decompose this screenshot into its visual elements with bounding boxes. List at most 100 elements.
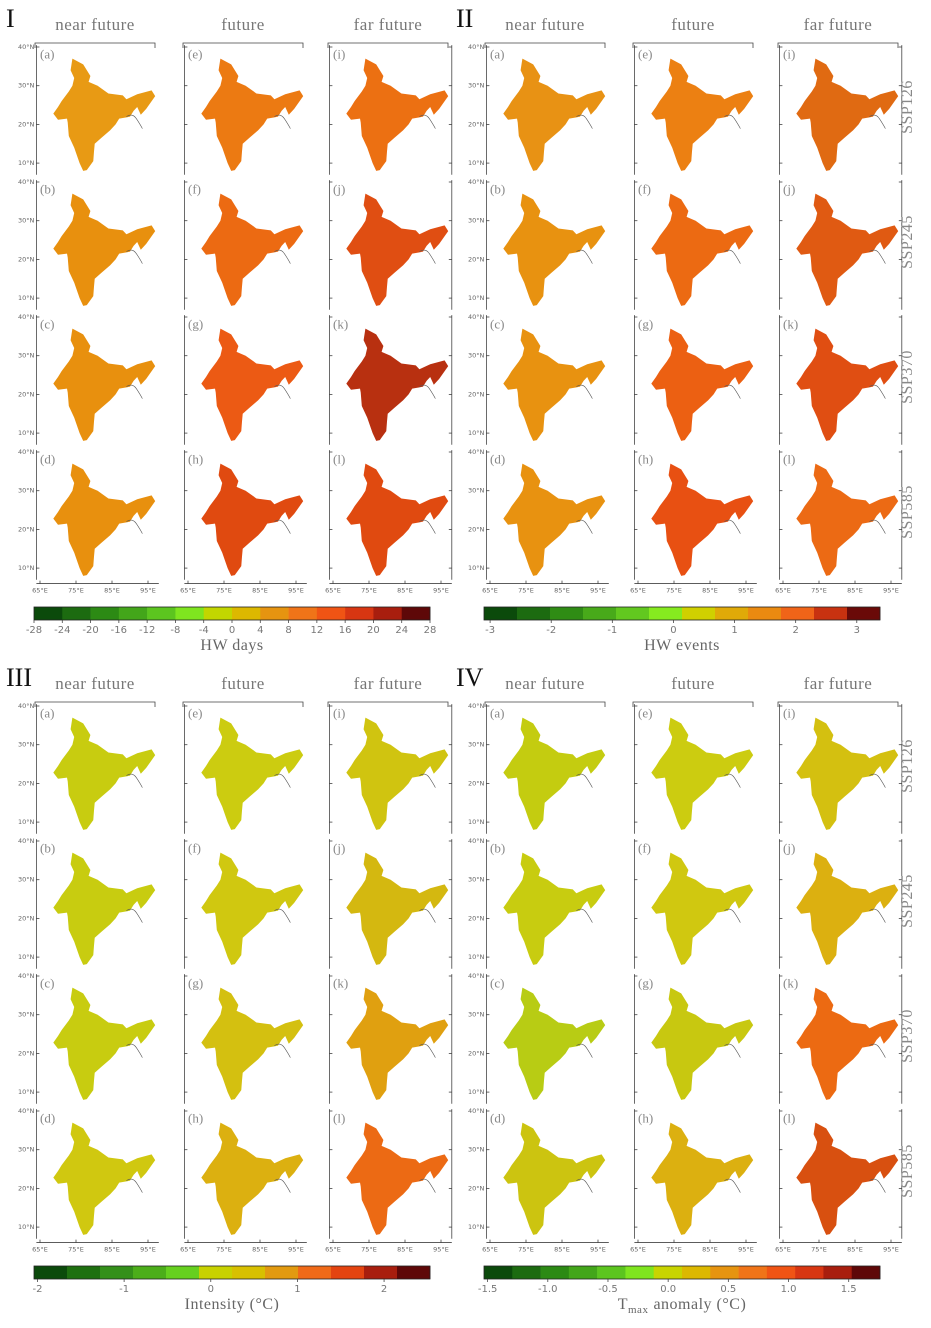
lat-tick-label: 10°N: [468, 564, 485, 572]
panel-letter: (e): [638, 47, 652, 62]
lon-tick-label: 65°E: [325, 1246, 341, 1254]
coastline: [419, 908, 436, 923]
colorbar-segment: [199, 1266, 233, 1279]
panel-letter: (k): [783, 317, 798, 332]
lat-tick-label: 30°N: [468, 1011, 485, 1019]
colorbar-segment: [67, 1266, 101, 1279]
colorbar-tick-label: 1.5: [841, 1284, 857, 1295]
india-map: [53, 463, 156, 576]
colorbar-tick-label: 1.0: [781, 1284, 797, 1295]
coastline: [869, 384, 886, 399]
coastline: [724, 114, 741, 129]
coastline: [126, 908, 143, 923]
panel-letter: (e): [638, 706, 652, 721]
panel-letter: (l): [333, 1111, 345, 1126]
coastline: [576, 773, 593, 788]
lat-tick-label: 30°N: [468, 487, 485, 495]
colorbar-segment: [265, 1266, 299, 1279]
scenario-label: SSP126: [899, 739, 916, 793]
coastline: [576, 519, 593, 534]
colorbar-tick-label: 0: [229, 625, 235, 636]
colorbar-tick-label: 8: [285, 625, 291, 636]
lon-tick-label: 65°E: [775, 1246, 791, 1254]
lon-tick-label: 95°E: [140, 1246, 156, 1254]
lat-tick-label: 40°N: [468, 702, 485, 710]
lon-tick-label: 95°E: [590, 587, 606, 595]
lat-tick-label: 40°N: [468, 313, 485, 321]
coastline: [576, 384, 593, 399]
panel-letter: (i): [333, 47, 345, 62]
panel-letter: (b): [40, 182, 55, 197]
coastline: [274, 114, 291, 129]
lat-tick-label: 40°N: [468, 1107, 485, 1115]
colorbar-tick-label: -12: [139, 625, 155, 636]
lat-tick-label: 40°N: [468, 448, 485, 456]
colorbar-segment: [512, 1266, 541, 1279]
lon-tick-label: 65°E: [180, 587, 196, 595]
coastline: [419, 773, 436, 788]
colorbar-segment: [823, 1266, 853, 1279]
panel-letter: (g): [188, 317, 203, 332]
colorbar-tick-label: 20: [367, 625, 380, 636]
colorbar-tick-label: -24: [54, 625, 70, 636]
india-map: [346, 58, 449, 171]
lon-tick-label: 65°E: [482, 1246, 498, 1254]
colorbar-segment: [682, 607, 716, 620]
coastline: [419, 1043, 436, 1058]
india-map: [503, 1122, 606, 1235]
lat-tick-label: 30°N: [18, 487, 35, 495]
coastline: [419, 114, 436, 129]
panel-letter: (c): [490, 317, 504, 332]
colorbar-segment: [568, 1266, 598, 1279]
lat-tick-label: 20°N: [18, 779, 35, 787]
coastline: [869, 1178, 886, 1193]
label-rest: anomaly (°C): [653, 1296, 746, 1313]
colorbar-tick-label: -2: [32, 1284, 42, 1295]
panel-letter: (d): [490, 1111, 505, 1126]
lon-tick-label: 85°E: [397, 1246, 413, 1254]
panel-letter: (l): [783, 452, 795, 467]
india-map: [201, 193, 304, 306]
coastline: [869, 1043, 886, 1058]
panel-letter: (f): [188, 182, 201, 197]
lat-tick-label: 40°N: [468, 972, 485, 980]
colorbar-segment: [90, 607, 120, 620]
india-map: [201, 852, 304, 965]
lat-tick-label: 20°N: [18, 120, 35, 128]
colorbar-segment: [232, 607, 261, 620]
lat-tick-label: 10°N: [18, 1223, 35, 1231]
coastline: [419, 1178, 436, 1193]
colorbar-segment: [175, 607, 205, 620]
lon-tick-label: 95°E: [288, 587, 304, 595]
lon-tick-label: 95°E: [590, 1246, 606, 1254]
india-map: [346, 463, 449, 576]
colorbar-tick-label: 2: [792, 625, 798, 636]
lat-tick-label: 40°N: [18, 313, 35, 321]
lon-tick-label: 85°E: [702, 1246, 718, 1254]
coastline: [126, 384, 143, 399]
colorbar-tick-label: 4: [257, 625, 263, 636]
column-title: future: [671, 15, 715, 34]
lon-tick-label: 75°E: [361, 1246, 377, 1254]
colorbar-tick-label: 1: [731, 625, 737, 636]
column-bracket: [777, 701, 899, 707]
colorbar-segment: [34, 607, 63, 620]
column-bracket: [34, 701, 156, 707]
coastline: [576, 908, 593, 923]
panel-letter: (i): [783, 706, 795, 721]
coastline: [126, 114, 143, 129]
lat-tick-label: 20°N: [468, 779, 485, 787]
panel-letter: (a): [490, 706, 504, 721]
lon-tick-label: 95°E: [433, 587, 449, 595]
lon-tick-label: 75°E: [666, 1246, 682, 1254]
panel-letter: (a): [490, 47, 504, 62]
colorbar-tick-label: 0.0: [660, 1284, 676, 1295]
lat-tick-label: 30°N: [18, 82, 35, 90]
coastline: [126, 249, 143, 264]
colorbar-segment: [401, 607, 431, 620]
india-map: [651, 987, 754, 1100]
column-bracket: [34, 42, 156, 48]
coastline: [126, 1043, 143, 1058]
lon-tick-label: 75°E: [811, 1246, 827, 1254]
